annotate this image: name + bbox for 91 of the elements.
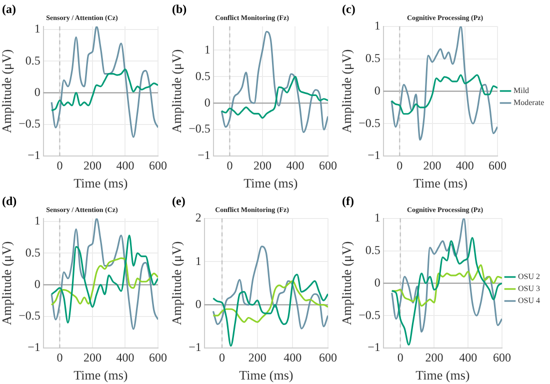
text: (f) [342,194,354,209]
y-tick-label: −1 [28,148,40,162]
line-series [390,26,498,141]
x-tick-label: 400 [284,350,302,364]
text: (d) [2,194,17,209]
x-tick-label: 400 [286,158,304,172]
x-tick-label: 400 [456,158,474,172]
line-series [390,74,498,115]
y-tick-label: 0 [374,83,380,98]
y-tick-label: 0.5 [195,68,210,83]
x-tick-label: 200 [423,158,442,172]
x-tick-label: 200 [253,158,272,172]
x-tick-label: 200 [83,158,102,172]
x-tick-label: 400 [116,158,134,172]
y-tick-label: 1 [204,42,210,56]
x-tick-label: 0 [397,350,404,364]
y-tick-label: −0.5 [358,116,380,130]
x-axis-title: Time (ms) [416,368,470,383]
y-axis-title: Amplitude (μV) [339,241,354,326]
x-tick-label: 0 [56,350,63,364]
legend-label: Moderate [514,98,545,108]
y-tick-label: 0 [34,84,40,99]
y-tick-label: 1 [34,214,40,228]
text: (a) [2,2,16,17]
y-tick-label: −1 [28,340,40,354]
legend-label: OSU 4 [518,296,540,306]
line-series [212,274,328,347]
line-series [391,237,502,346]
x-tick-label: 400 [116,350,134,364]
line-series [50,234,158,324]
line-series [50,257,158,306]
y-axis-title: Amplitude (μV) [169,49,184,134]
y-tick-label: 0 [34,276,40,291]
x-tick-label: 600 [488,158,506,172]
y-tick-label: −0.5 [358,308,380,322]
x-tick-label: 0 [219,350,226,364]
y-tick-label: 0.5 [365,242,380,257]
x-axis-title: Time (ms) [244,176,298,191]
x-tick-label: 200 [425,350,444,364]
legend-label: OSU 3 [518,284,540,294]
y-tick-label: 1 [195,254,202,268]
line-series [391,264,502,307]
y-tick-label: −0.5 [188,122,210,136]
y-tick-label: −1 [188,340,202,354]
y-tick-label: 0.5 [365,50,380,65]
x-tick-label: 600 [492,350,511,364]
x-tick-label: 600 [319,158,337,172]
y-tick-label: −0.5 [18,116,40,131]
line-series [50,68,158,112]
y-tick-label: 2 [195,210,202,225]
y-tick-label: −1 [368,340,380,354]
y-tick-label: 0 [374,275,380,290]
x-tick-label: 200 [83,350,102,364]
line-series [212,280,328,323]
line-series [220,76,328,119]
y-tick-label: 0.5 [25,245,40,260]
y-axis-title: Amplitude (μV) [169,241,184,326]
line-series [220,30,328,133]
x-axis-title: Time (ms) [413,176,468,191]
y-tick-label: 0 [204,95,210,110]
legend-label: Mild [514,86,530,96]
x-tick-label: 600 [149,350,167,364]
x-tick-label: 0 [396,158,403,172]
line-series [391,218,502,333]
y-tick-label: 1 [34,22,40,36]
y-tick-label: 0.5 [25,53,40,68]
line-series [50,218,158,330]
y-tick-label: −0.5 [18,308,40,323]
y-tick-label: −1 [198,148,210,162]
x-tick-label: 400 [459,350,478,364]
text: (c) [342,2,356,17]
x-tick-label: 200 [248,350,266,364]
x-axis-title: Time (ms) [74,368,128,383]
line-series [212,246,328,330]
y-tick-label: 1 [374,210,380,225]
x-tick-label: 0 [56,158,63,172]
line-series [50,26,158,138]
y-axis-title: Amplitude (μV) [339,49,354,134]
y-tick-label: 0 [195,296,202,311]
text: (e) [172,194,186,209]
y-tick-label: −1 [368,148,380,162]
x-tick-label: 600 [319,350,337,364]
x-tick-label: 600 [149,158,167,172]
x-axis-title: Time (ms) [74,176,128,191]
y-tick-label: 1 [374,18,380,33]
text: (b) [172,2,187,17]
y-axis-title: Amplitude (μV) [0,49,14,134]
x-tick-label: 0 [226,158,233,172]
legend-label: OSU 2 [518,272,540,282]
y-axis-title: Amplitude (μV) [0,241,14,326]
x-axis-title: Time (ms) [239,368,294,383]
